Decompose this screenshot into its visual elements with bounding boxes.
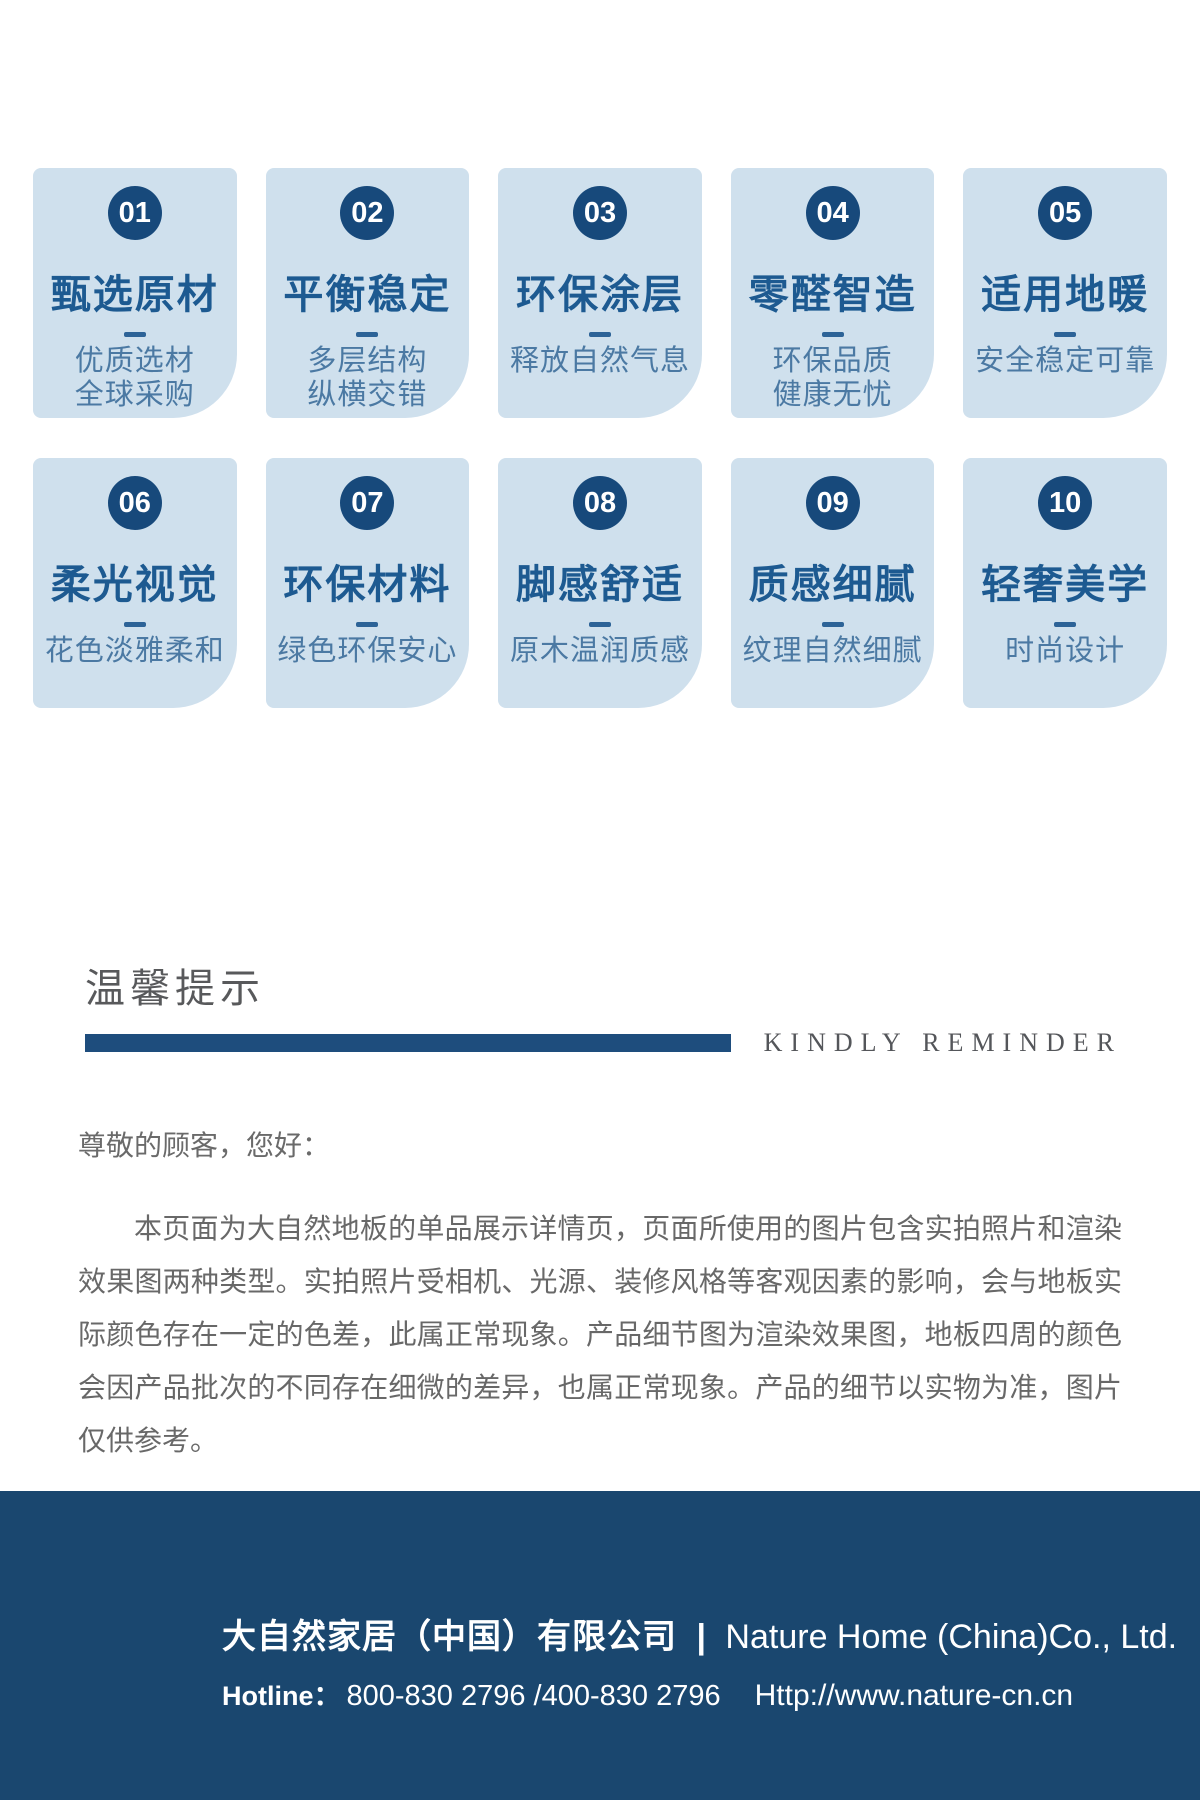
dash-divider-icon bbox=[356, 332, 379, 337]
feature-subtitle: 释放自然气息 bbox=[510, 344, 690, 378]
dash-divider-icon bbox=[123, 622, 146, 627]
feature-number-badge: 07 bbox=[340, 476, 395, 530]
dash-divider-icon bbox=[356, 622, 379, 627]
footer-company-name-cn: 大自然家居（中国）有限公司 bbox=[222, 1618, 677, 1656]
features-row-2: 06 柔光视觉 花色淡雅柔和 07 环保材料 绿色环保安心 08 脚感舒适 原木… bbox=[0, 458, 1200, 708]
feature-card: 06 柔光视觉 花色淡雅柔和 bbox=[33, 458, 237, 708]
feature-subtitle: 安全稳定可靠 bbox=[975, 344, 1155, 378]
feature-title: 适用地暖 bbox=[981, 273, 1150, 317]
feature-subtitle-line: 健康无忧 bbox=[772, 379, 893, 411]
feature-subtitle: 原木温润质感 bbox=[510, 634, 690, 668]
feature-number-badge: 03 bbox=[572, 186, 627, 240]
feature-card: 01 甄选原材 优质选材 全球采购 bbox=[33, 168, 237, 418]
feature-card: 04 零醛智造 环保品质 健康无忧 bbox=[730, 168, 935, 418]
feature-subtitle-line: 纹理自然细腻 bbox=[742, 635, 923, 667]
reminder-title-cn: 温馨提示 bbox=[85, 967, 265, 1011]
feature-subtitle-line: 释放自然气息 bbox=[509, 345, 690, 377]
feature-subtitle-line: 全球采购 bbox=[74, 379, 195, 411]
dash-divider-icon bbox=[821, 332, 844, 337]
reminder-accent-bar bbox=[85, 1034, 731, 1052]
footer: 大自然家居（中国）有限公司 | Nature Home (China)Co., … bbox=[0, 1491, 1200, 1800]
reminder-greeting: 尊敬的顾客，您好： bbox=[78, 1130, 331, 1161]
feature-card: 08 脚感舒适 原木温润质感 bbox=[498, 458, 702, 708]
feature-number-badge: 08 bbox=[572, 476, 627, 530]
footer-hotline-numbers: 800-830 2796 /400-830 2796 bbox=[346, 1680, 721, 1712]
footer-company-name-en: Nature Home (China)Co., Ltd. bbox=[725, 1618, 1178, 1656]
dash-divider-icon bbox=[821, 622, 844, 627]
footer-hotline-label: Hotline： bbox=[222, 1681, 341, 1711]
reminder-title-en: KINDLY REMINDER bbox=[763, 1028, 1122, 1057]
feature-card: 10 轻奢美学 时尚设计 bbox=[963, 458, 1167, 708]
feature-number-badge: 04 bbox=[805, 186, 860, 240]
feature-card: 09 质感细腻 纹理自然细腻 bbox=[730, 458, 935, 708]
dash-divider-icon bbox=[1054, 622, 1077, 627]
reminder-title-row: KINDLY REMINDER bbox=[78, 1028, 1122, 1058]
feature-title: 柔光视觉 bbox=[50, 563, 219, 607]
feature-subtitle-line: 绿色环保安心 bbox=[277, 635, 458, 667]
feature-title: 脚感舒适 bbox=[515, 563, 684, 607]
feature-subtitle: 多层结构 纵横交错 bbox=[307, 344, 427, 412]
feature-number-badge: 06 bbox=[107, 476, 162, 530]
footer-content: 大自然家居（中国）有限公司 | Nature Home (China)Co., … bbox=[222, 1491, 1177, 1713]
feature-number-badge: 10 bbox=[1038, 476, 1093, 530]
footer-website-url: Http://www.nature-cn.cn bbox=[754, 1679, 1074, 1712]
footer-company-line: 大自然家居（中国）有限公司 | Nature Home (China)Co., … bbox=[222, 1609, 1177, 1658]
feature-subtitle: 优质选材 全球采购 bbox=[75, 344, 195, 412]
feature-title: 环保涂层 bbox=[515, 273, 684, 317]
feature-subtitle: 绿色环保安心 bbox=[277, 634, 457, 668]
dash-divider-icon bbox=[123, 332, 146, 337]
feature-subtitle: 环保品质 健康无忧 bbox=[773, 344, 893, 412]
feature-card: 02 平衡稳定 多层结构 纵横交错 bbox=[265, 168, 470, 418]
feature-number-badge: 05 bbox=[1038, 186, 1093, 240]
dash-divider-icon bbox=[588, 622, 611, 627]
feature-subtitle-line: 原木温润质感 bbox=[509, 635, 690, 667]
dash-divider-icon bbox=[1054, 332, 1077, 337]
feature-title: 环保材料 bbox=[283, 563, 452, 607]
footer-divider: | bbox=[696, 1618, 706, 1656]
feature-card: 07 环保材料 绿色环保安心 bbox=[265, 458, 470, 708]
feature-subtitle: 纹理自然细腻 bbox=[743, 634, 923, 668]
kindly-reminder-section: 温馨提示 KINDLY REMINDER 尊敬的顾客，您好： 本页面为大自然地板… bbox=[78, 956, 1122, 1467]
reminder-body: 本页面为大自然地板的单品展示详情页，页面所使用的图片包含实拍照片和渲染效果图两种… bbox=[78, 1213, 1122, 1456]
feature-subtitle: 花色淡雅柔和 bbox=[45, 634, 225, 668]
footer-contact-line: Hotline： 800-830 2796 /400-830 2796 Http… bbox=[222, 1674, 1073, 1713]
feature-title: 零醛智造 bbox=[748, 273, 917, 317]
feature-subtitle-line: 时尚设计 bbox=[1005, 635, 1126, 667]
feature-cards-section: 01 甄选原材 优质选材 全球采购 02 平衡稳定 多层结构 纵横交错 03 环保涂… bbox=[0, 0, 1200, 708]
feature-title: 轻奢美学 bbox=[981, 563, 1150, 607]
feature-subtitle-line: 花色淡雅柔和 bbox=[44, 635, 225, 667]
features-row-1: 01 甄选原材 优质选材 全球采购 02 平衡稳定 多层结构 纵横交错 03 环保涂… bbox=[0, 168, 1200, 418]
feature-subtitle-line: 纵横交错 bbox=[307, 379, 428, 411]
feature-number-badge: 09 bbox=[805, 476, 860, 530]
feature-title: 平衡稳定 bbox=[283, 273, 452, 317]
feature-card: 05 适用地暖 安全稳定可靠 bbox=[963, 168, 1167, 418]
feature-number-badge: 01 bbox=[107, 186, 162, 240]
feature-subtitle-line: 优质选材 bbox=[74, 345, 195, 377]
feature-title: 甄选原材 bbox=[50, 273, 219, 317]
feature-subtitle: 时尚设计 bbox=[1005, 634, 1125, 668]
feature-card: 03 环保涂层 释放自然气息 bbox=[498, 168, 702, 418]
feature-subtitle-line: 环保品质 bbox=[772, 345, 893, 377]
feature-subtitle-line: 多层结构 bbox=[307, 345, 428, 377]
feature-title: 质感细腻 bbox=[748, 563, 917, 607]
feature-subtitle-line: 安全稳定可靠 bbox=[975, 345, 1156, 377]
dash-divider-icon bbox=[588, 332, 611, 337]
feature-number-badge: 02 bbox=[340, 186, 395, 240]
